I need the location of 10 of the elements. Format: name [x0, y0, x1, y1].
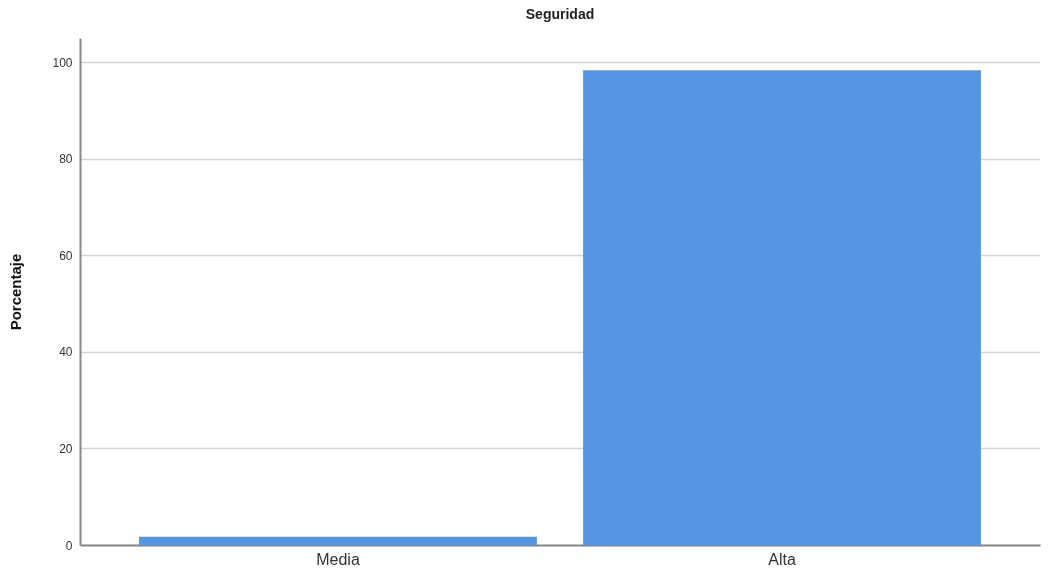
x-tick-label: Alta: [768, 550, 796, 568]
x-tick-label: Media: [316, 550, 360, 568]
y-tick-label: 0: [65, 538, 73, 553]
y-axis-title: Porcentaje: [7, 253, 25, 331]
y-tick-label: 20: [59, 441, 73, 456]
y-tick-label: 80: [59, 152, 73, 167]
chart-title: Seguridad: [525, 6, 595, 22]
y-tick-label: 60: [59, 248, 73, 263]
y-tick-label: 100: [52, 55, 73, 70]
y-tick-label: 40: [59, 345, 73, 360]
